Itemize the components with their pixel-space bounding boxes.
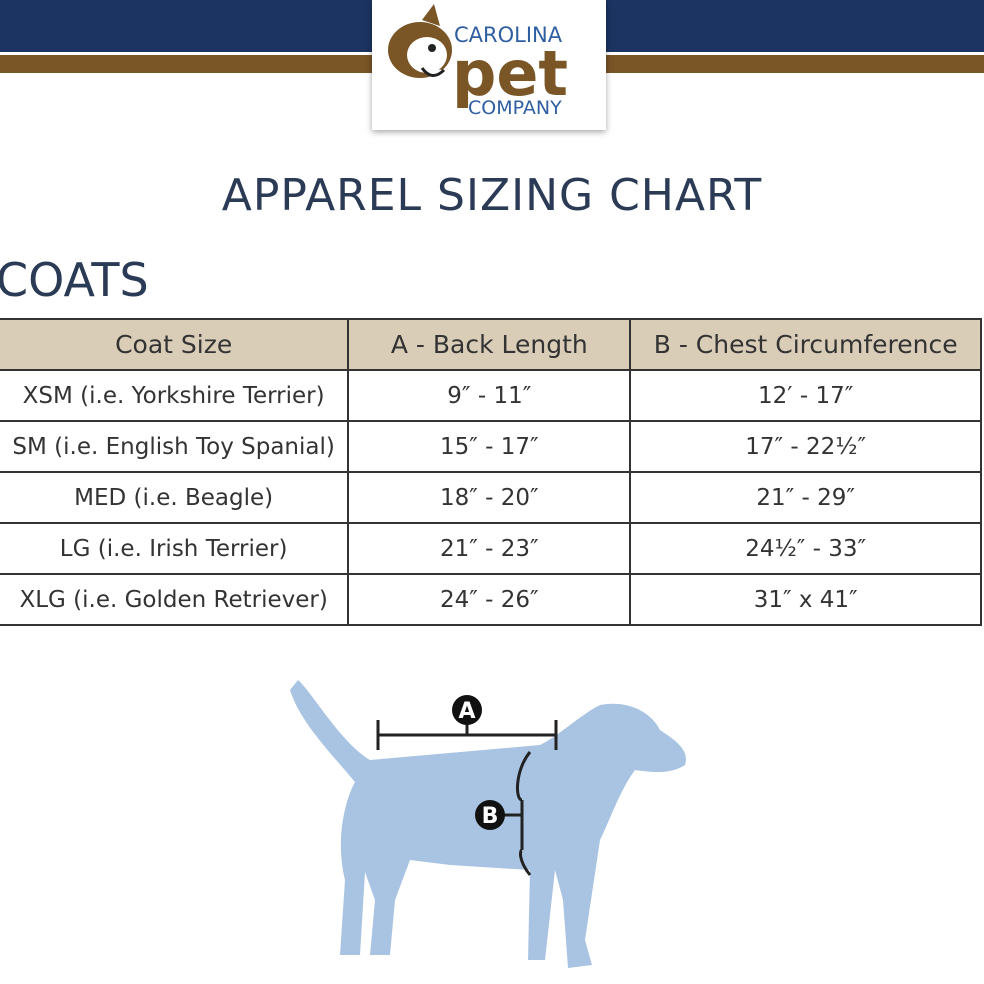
table-cell: 18″ - 20″: [347, 471, 632, 524]
label-a: A: [458, 699, 475, 724]
size-table: Coat Size A - Back Length B - Chest Circum…: [0, 318, 982, 626]
page-title: APPAREL SIZING CHART: [221, 170, 763, 221]
table-cell: 17″ - 22½″: [629, 420, 982, 473]
column-header: Coat Size: [0, 318, 350, 371]
brand-top: CAROLINA: [454, 23, 563, 47]
arrow-b: [516, 751, 532, 876]
table-cell: 9″ - 11″: [347, 369, 632, 422]
column-header: B - Chest Circumference: [629, 318, 982, 371]
table-body: XSM (i.e. Yorkshire Terrier) 9″ - 11″ 12′ …: [0, 369, 982, 626]
brand-main: pet: [452, 37, 568, 110]
table-cell: MED (i.e. Beagle): [0, 471, 350, 524]
logo: CAROLINA pet COMPANY: [372, 0, 606, 130]
table-cell: SM (i.e. English Toy Spanial): [0, 420, 350, 473]
label-a-circle: [452, 695, 482, 725]
table-cell: 21″ - 29″: [629, 471, 982, 524]
header-row: Coat Size A - Back Length B - Chest Circum…: [0, 318, 982, 371]
brand-bottom: COMPANY: [468, 97, 562, 119]
table-row: SM (i.e. English Toy Spanial) 15″ - 17″ 17…: [0, 420, 982, 473]
table-row: MED (i.e. Beagle) 18″ - 20″ 21″ - 29″: [0, 471, 982, 524]
table-cell: LG (i.e. Irish Terrier): [0, 522, 350, 575]
section-title: COATS: [0, 253, 149, 307]
table-cell: 12′ - 17″: [629, 369, 982, 422]
table-cell: XLG (i.e. Golden Retriever): [0, 573, 350, 626]
table-cell: 21″ - 23″: [347, 522, 632, 575]
table-row: XSM (i.e. Yorkshire Terrier) 9″ - 11″ 12′ …: [0, 369, 982, 422]
label-b-circle: [475, 800, 505, 830]
table-cell: 24½″ - 33″: [629, 522, 982, 575]
table-cell: XSM (i.e. Yorkshire Terrier): [0, 369, 350, 422]
table-cell: 15″ - 17″: [347, 420, 632, 473]
logo-art: CAROLINA pet COMPANY: [388, 4, 568, 119]
table-row: LG (i.e. Irish Terrier) 21″ - 23″ 24½″ - 3…: [0, 522, 982, 575]
table-cell: 24″ - 26″: [347, 573, 632, 626]
table-cell: 31″ x 41″: [629, 573, 982, 626]
table-row: XLG (i.e. Golden Retriever) 24″ - 26″ 31″ …: [0, 573, 982, 626]
dog-diagram: A B: [290, 680, 686, 968]
label-b: B: [482, 804, 499, 829]
column-header: A - Back Length: [347, 318, 632, 371]
